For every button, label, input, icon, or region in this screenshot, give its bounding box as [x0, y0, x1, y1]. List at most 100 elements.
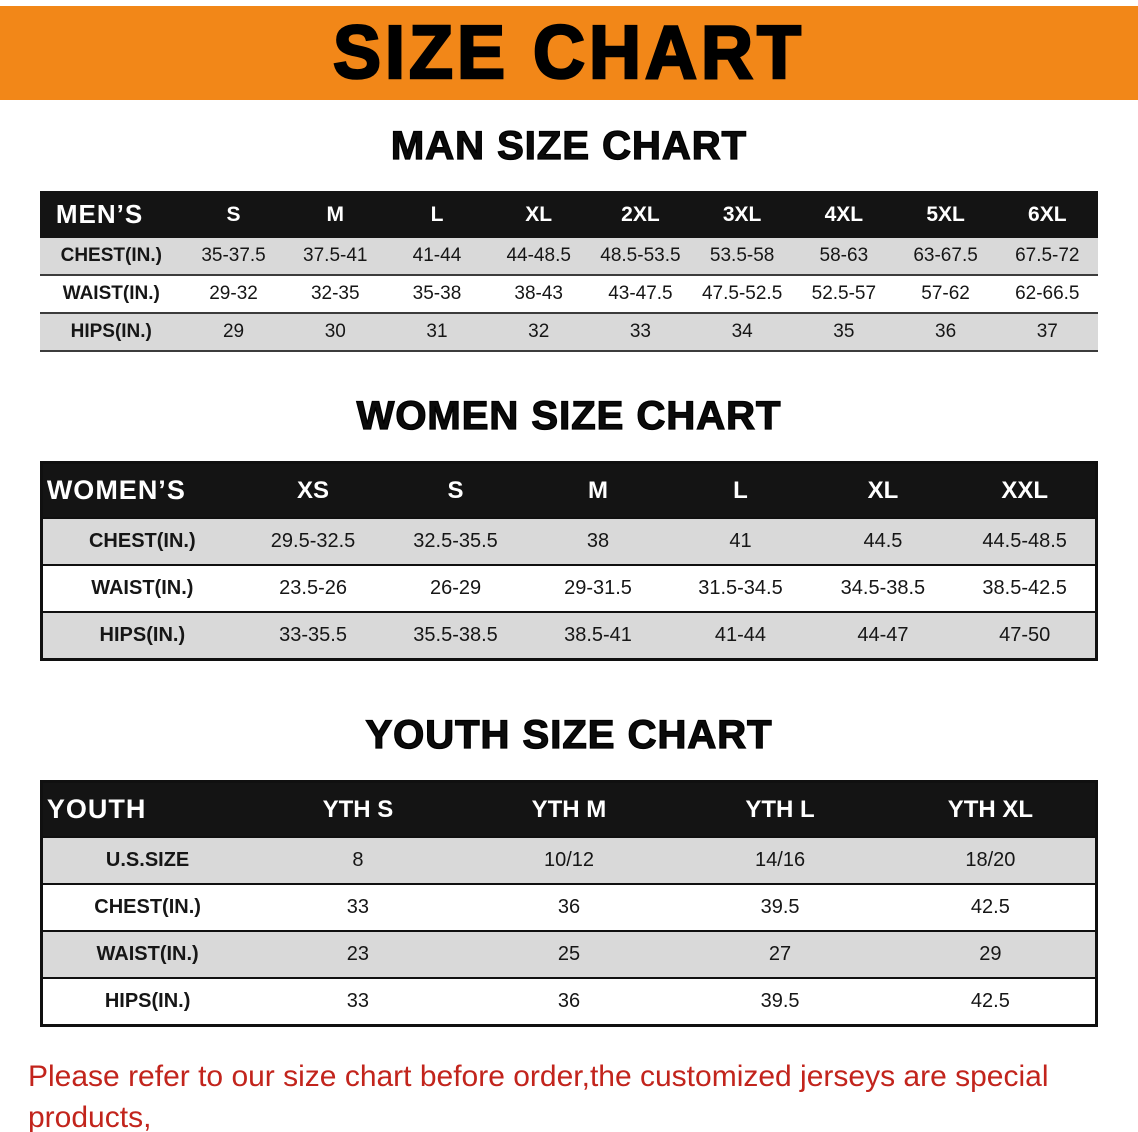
table-row: WAIST(IN.) 23 25 27 29 — [41, 931, 1097, 978]
size-value: 27 — [768, 943, 792, 965]
row-label: HIPS(IN.) — [99, 624, 186, 646]
size-value: 18/20 — [965, 849, 1016, 871]
table-row: WAIST(IN.) 29-32 32-35 35-38 38-43 43-47.5 47.… — [39, 275, 1099, 313]
table-corner-label: WOMEN’S — [41, 462, 242, 518]
size-value: 48.5-53.5 — [600, 245, 681, 266]
row-label: CHEST(IN.) — [94, 896, 201, 918]
size-value: 67.5-72 — [1015, 245, 1080, 266]
size-value: 32 — [528, 321, 550, 342]
size-column-header: S — [182, 191, 285, 238]
size-value: 42.5 — [970, 990, 1010, 1012]
size-value: 29-31.5 — [564, 577, 632, 599]
row-label: WAIST(IN.) — [62, 283, 160, 304]
table-row: WAIST(IN.) 23.5-26 26-29 29-31.5 31.5-34.5 34… — [41, 565, 1097, 612]
size-column-header: L — [669, 462, 812, 518]
men-section-heading: MAN SIZE CHART — [390, 123, 748, 168]
size-value: 34 — [731, 321, 753, 342]
size-value: 39.5 — [760, 990, 800, 1012]
size-value: 29 — [222, 321, 245, 342]
size-value: 35.5-38.5 — [413, 624, 498, 646]
size-column-header: YTH XL — [885, 781, 1097, 837]
size-value: 25 — [557, 943, 581, 965]
size-column-header: M — [284, 191, 387, 238]
size-value: 47-50 — [999, 624, 1051, 646]
row-label: HIPS(IN.) — [70, 321, 152, 342]
size-value: 38 — [586, 530, 610, 552]
size-value: 31 — [426, 321, 448, 342]
size-value: 38-43 — [514, 283, 563, 304]
size-value: 38.5-42.5 — [982, 577, 1067, 599]
size-column-header: XXL — [954, 462, 1097, 518]
size-column-header: XL — [811, 462, 955, 518]
banner: SIZE CHART — [0, 6, 1138, 100]
size-value: 33-35.5 — [279, 624, 347, 646]
size-column-header: 5XL — [894, 191, 997, 238]
size-value: 36 — [557, 896, 581, 918]
size-value: 29.5-32.5 — [270, 530, 356, 552]
size-value: 37.5-41 — [303, 245, 368, 266]
row-label: WAIST(IN.) — [96, 943, 199, 965]
size-value: 41 — [729, 530, 752, 552]
size-value: 8 — [352, 849, 364, 871]
size-value: 29 — [979, 943, 1002, 965]
size-column-header: YTH S — [252, 781, 464, 837]
size-column-header: L — [386, 191, 488, 238]
men-section: MAN SIZE CHART MEN’S S M L XL 2XL 3XL 4XL 5XL 6XL… — [0, 123, 1138, 352]
size-value: 37 — [1036, 321, 1058, 342]
size-value: 29-32 — [209, 283, 258, 304]
size-column-header: 6XL — [996, 191, 1099, 238]
size-column-header: XS — [241, 462, 385, 518]
size-value: 33 — [346, 990, 370, 1012]
table-row: U.S.SIZE 8 10/12 14/16 18/20 — [41, 837, 1097, 884]
size-value: 31.5-34.5 — [698, 577, 783, 599]
size-value: 38.5-41 — [564, 624, 632, 646]
women-section: WOMEN SIZE CHART WOMEN’S XS S M L XL XXL CHEST(… — [0, 393, 1138, 661]
size-value: 44-47 — [857, 624, 909, 646]
women-size-table: WOMEN’S XS S M L XL XXL CHEST(IN.) 29.5-32.5 32.5… — [39, 461, 1099, 661]
size-chart-page: SIZE CHART MAN SIZE CHART MEN’S S M L XL 2XL 3… — [0, 6, 1138, 1132]
youth-size-table: YOUTH YTH S YTH M YTH L YTH XL U.S.SIZE 8 10/12… — [39, 780, 1099, 1027]
disclaimer: Please refer to our size chart before or… — [0, 1057, 1138, 1132]
table-corner-label: YOUTH — [41, 781, 253, 837]
disclaimer-line-1: Please refer to our size chart before or… — [28, 1060, 1049, 1132]
size-value: 44-48.5 — [506, 245, 571, 266]
table-row: CHEST(IN.) 33 36 39.5 42.5 — [41, 884, 1097, 931]
page-title: SIZE CHART — [332, 10, 805, 96]
size-value: 23 — [346, 943, 370, 965]
size-value: 33 — [629, 321, 651, 342]
men-size-table: MEN’S S M L XL 2XL 3XL 4XL 5XL 6XL CHEST(IN.) 35-37… — [39, 191, 1099, 352]
size-value: 39.5 — [760, 896, 800, 918]
size-value: 42.5 — [970, 896, 1010, 918]
size-value: 23.5-26 — [279, 577, 347, 599]
row-label: HIPS(IN.) — [104, 990, 191, 1012]
size-value: 62-66.5 — [1015, 283, 1080, 304]
size-value: 14/16 — [755, 849, 806, 871]
size-value: 41-44 — [714, 624, 767, 646]
women-section-heading: WOMEN SIZE CHART — [356, 393, 782, 438]
row-label: CHEST(IN.) — [88, 530, 196, 552]
size-value: 58-63 — [819, 245, 869, 266]
size-column-header: 3XL — [691, 191, 793, 238]
size-value: 30 — [324, 321, 346, 342]
size-value: 41-44 — [412, 245, 462, 266]
size-value: 35-38 — [412, 283, 462, 304]
youth-section: YOUTH SIZE CHART YOUTH YTH S YTH M YTH L YTH… — [0, 712, 1138, 1027]
size-value: 36 — [935, 321, 957, 342]
size-value: 63-67.5 — [913, 245, 978, 266]
table-header-row: MEN’S S M L XL 2XL 3XL 4XL 5XL 6XL — [39, 191, 1099, 238]
size-value: 57-62 — [921, 283, 970, 304]
table-header-row: WOMEN’S XS S M L XL XXL — [41, 462, 1097, 518]
size-value: 36 — [557, 990, 581, 1012]
table-row: HIPS(IN.) 29 30 31 32 33 34 35 36 37 — [39, 313, 1099, 351]
size-value: 32.5-35.5 — [413, 530, 498, 552]
size-column-header: YTH M — [463, 781, 675, 837]
youth-section-heading: YOUTH SIZE CHART — [365, 712, 773, 757]
size-column-header: 2XL — [589, 191, 692, 238]
size-value: 34.5-38.5 — [840, 577, 926, 599]
size-value: 35-37.5 — [201, 245, 266, 266]
table-row: HIPS(IN.) 33-35.5 35.5-38.5 38.5-41 41-44 44-… — [41, 612, 1097, 660]
size-value: 26-29 — [429, 577, 482, 599]
size-value: 53.5-58 — [709, 245, 775, 266]
table-row: CHEST(IN.) 35-37.5 37.5-41 41-44 44-48.5 48.5… — [39, 238, 1099, 275]
size-column-header: S — [384, 462, 527, 518]
